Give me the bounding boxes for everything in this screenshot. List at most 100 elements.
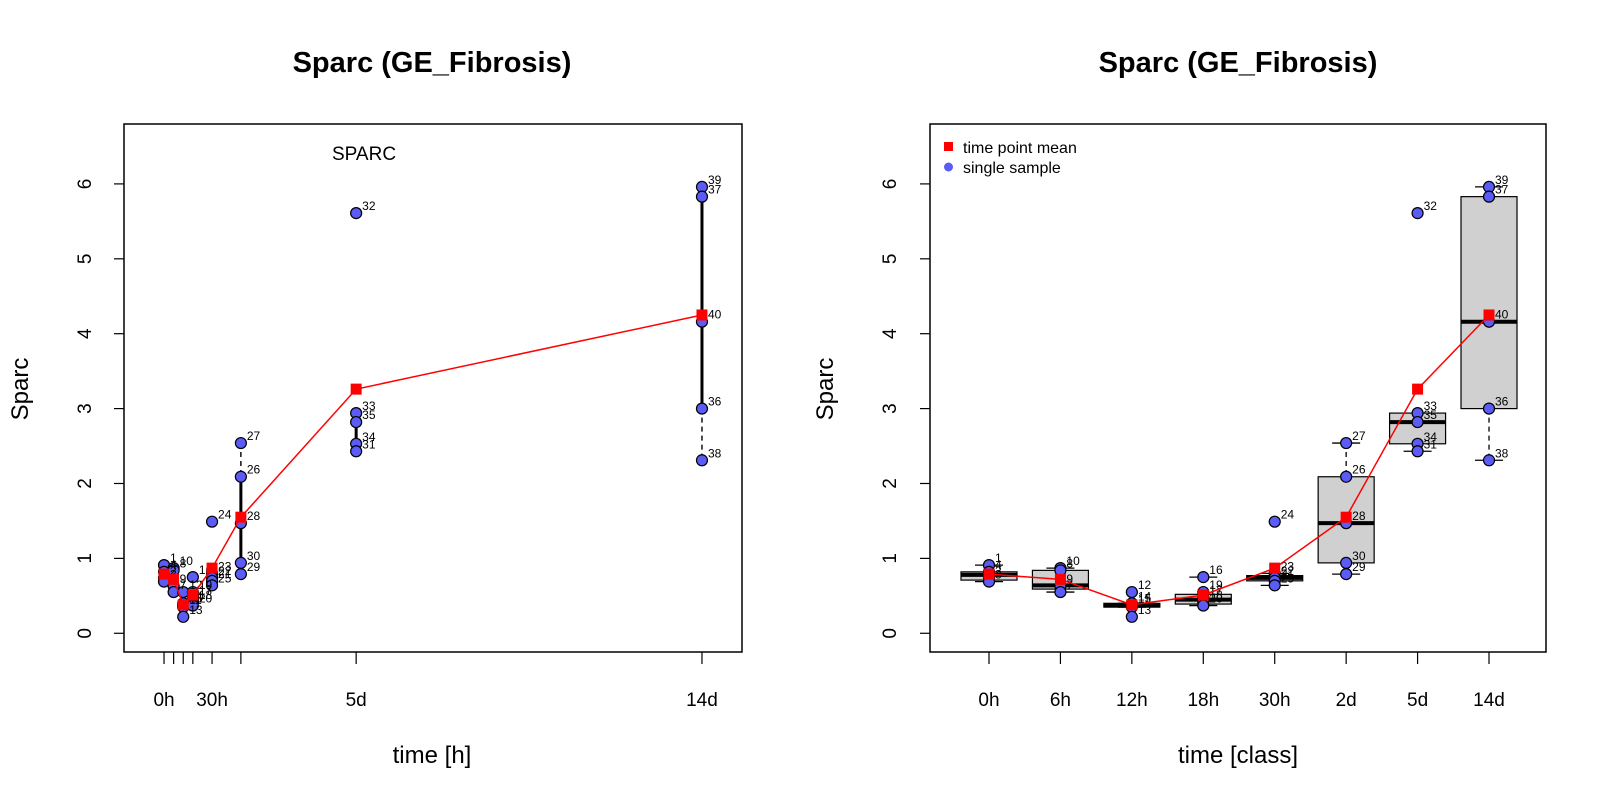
sample-point bbox=[350, 445, 363, 458]
sample-label: 31 bbox=[1424, 437, 1438, 451]
sample-label: 31 bbox=[362, 437, 376, 451]
mean-point bbox=[177, 599, 189, 611]
x-tick-label: 30h bbox=[196, 690, 228, 711]
sample-label: 10 bbox=[180, 554, 194, 568]
sample-label: 17 bbox=[199, 583, 213, 597]
x-tick-label: 12h bbox=[1116, 690, 1148, 711]
sample-point bbox=[350, 415, 363, 429]
sample-point bbox=[695, 454, 709, 467]
sample-label: 30 bbox=[247, 549, 261, 563]
y-tick-label: 5 bbox=[880, 254, 901, 265]
panel-1-annotation: SPARC bbox=[332, 144, 396, 165]
x-tick-label: 5d bbox=[346, 690, 367, 711]
plot-frame bbox=[929, 123, 1547, 653]
sample-point bbox=[1197, 571, 1210, 584]
mean-point bbox=[206, 562, 218, 574]
x-tick-label: 0h bbox=[978, 690, 999, 711]
x-tick-label: 14d bbox=[686, 690, 718, 711]
sample-label: 39 bbox=[708, 173, 722, 187]
sample-point bbox=[1482, 190, 1496, 203]
sample-label: 29 bbox=[247, 560, 261, 574]
sample-label: 7 bbox=[1066, 578, 1073, 592]
sample-label: 10 bbox=[1066, 554, 1080, 568]
sample-label: 4 bbox=[995, 558, 1002, 572]
sample-point bbox=[1411, 445, 1424, 458]
sample-label: 36 bbox=[708, 395, 722, 409]
mean-point bbox=[168, 573, 180, 585]
sample-label: 38 bbox=[1495, 446, 1509, 460]
y-tick-label: 6 bbox=[75, 179, 96, 190]
sample-point bbox=[234, 568, 247, 581]
sample-point bbox=[205, 579, 219, 592]
sample-label: 8 bbox=[1066, 556, 1073, 570]
x-tick-label: 5d bbox=[1407, 690, 1428, 711]
sample-label: 27 bbox=[1352, 429, 1366, 443]
sample-label: 13 bbox=[189, 603, 203, 617]
mean-point bbox=[983, 568, 995, 580]
mean-point bbox=[1269, 562, 1281, 574]
sample-point bbox=[1340, 436, 1353, 450]
y-tick-label: 0 bbox=[880, 628, 901, 639]
sample-point bbox=[234, 470, 247, 483]
sample-label: 32 bbox=[362, 199, 376, 213]
y-tick-label: 1 bbox=[75, 553, 96, 564]
sample-point bbox=[177, 610, 190, 623]
sample-label: 35 bbox=[362, 408, 376, 422]
sample-point bbox=[1054, 585, 1067, 599]
legend-marker bbox=[944, 162, 953, 172]
panel-1-plot-layer: 01234560h30h5d14d14231089712141511131619… bbox=[75, 123, 743, 711]
sample-label: 9 bbox=[180, 572, 187, 586]
sample-label: 4 bbox=[170, 558, 177, 572]
y-tick-label: 2 bbox=[880, 478, 901, 489]
sample-label: 23 bbox=[1281, 559, 1295, 573]
x-tick-label: 30h bbox=[1259, 690, 1291, 711]
sample-label: 30 bbox=[1352, 549, 1366, 563]
sample-label: 40 bbox=[708, 308, 722, 322]
sample-label: 2 bbox=[995, 564, 1002, 578]
sample-point bbox=[1411, 207, 1424, 220]
legend-label: single sample bbox=[963, 160, 1061, 177]
sample-label: 28 bbox=[247, 509, 261, 523]
panel-2-y-axis-label: Sparc bbox=[812, 358, 839, 421]
sample-point bbox=[234, 556, 247, 569]
x-tick-label: 2d bbox=[1336, 690, 1357, 711]
sample-label: 39 bbox=[1495, 173, 1509, 187]
sample-point bbox=[1411, 415, 1424, 429]
sample-point bbox=[1340, 556, 1353, 569]
sample-label: 9 bbox=[1066, 572, 1073, 586]
x-tick-label: 0h bbox=[153, 690, 174, 711]
sample-label: 35 bbox=[1424, 408, 1438, 422]
y-tick-label: 3 bbox=[880, 403, 901, 414]
box bbox=[1460, 196, 1518, 410]
y-tick-label: 1 bbox=[880, 553, 901, 564]
sample-point bbox=[695, 402, 709, 415]
panel-2-title: Sparc (GE_Fibrosis) bbox=[1099, 47, 1378, 79]
y-tick-label: 0 bbox=[75, 628, 96, 639]
sample-label: 12 bbox=[1138, 578, 1152, 592]
sample-point bbox=[1482, 402, 1496, 415]
sample-label: 18 bbox=[199, 588, 213, 602]
mean-point bbox=[1054, 573, 1066, 585]
sample-label: 14 bbox=[1138, 589, 1152, 603]
sample-point bbox=[1197, 599, 1210, 612]
sample-label: 33 bbox=[362, 399, 376, 413]
sample-point bbox=[234, 436, 247, 450]
sample-label: 34 bbox=[1424, 430, 1438, 444]
panel-1-title: Sparc (GE_Fibrosis) bbox=[293, 47, 572, 79]
sample-label: 29 bbox=[1352, 560, 1366, 574]
sample-label: 40 bbox=[1495, 308, 1509, 322]
y-tick-label: 4 bbox=[880, 328, 901, 339]
panel-1-y-axis-label: Sparc bbox=[7, 358, 34, 421]
sample-point bbox=[1125, 585, 1138, 599]
x-tick-label: 6h bbox=[1050, 690, 1071, 711]
sample-point bbox=[186, 571, 199, 584]
sample-point bbox=[205, 515, 219, 528]
sample-point bbox=[1268, 515, 1281, 528]
mean-point bbox=[696, 309, 708, 321]
sample-label: 33 bbox=[1424, 399, 1438, 413]
sample-label: 24 bbox=[1281, 508, 1295, 522]
sample-label: 27 bbox=[247, 429, 261, 443]
sample-label: 13 bbox=[1138, 603, 1152, 617]
